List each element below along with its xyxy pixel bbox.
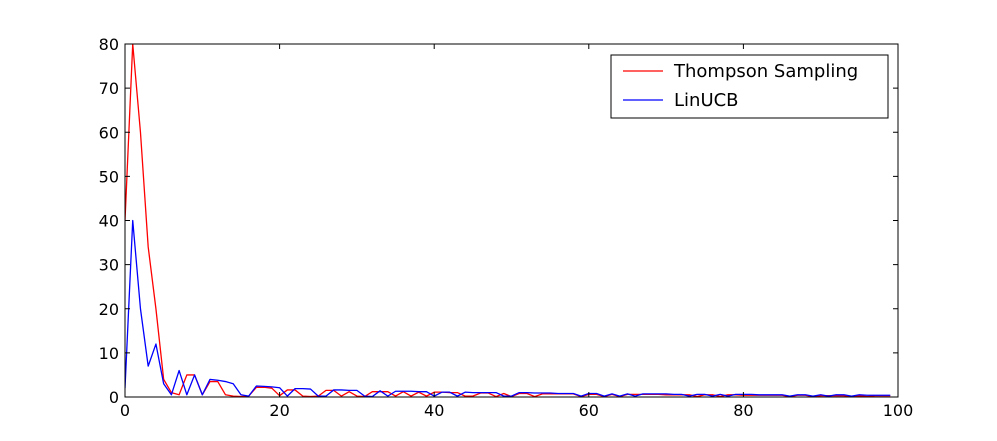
x-tick-label: 20 [269, 401, 289, 420]
y-tick-label: 10 [99, 344, 119, 363]
y-tick-label: 40 [99, 212, 119, 231]
y-tick-label: 80 [99, 35, 119, 54]
x-tick-label: 80 [733, 401, 753, 420]
y-tick-label: 0 [109, 388, 119, 407]
y-tick-label: 50 [99, 167, 119, 186]
x-tick-label: 40 [424, 401, 444, 420]
y-tick-label: 60 [99, 123, 119, 142]
y-tick-label: 70 [99, 79, 119, 98]
y-tick-label: 30 [99, 256, 119, 275]
x-tick-label: 60 [579, 401, 599, 420]
x-tick-label: 0 [120, 401, 130, 420]
y-tick-label: 20 [99, 300, 119, 319]
legend-label-0: Thompson Sampling [673, 61, 858, 82]
series-line-1 [125, 219, 891, 397]
legend-box [610, 54, 889, 119]
x-tick-label: 100 [883, 401, 914, 420]
legend-label-1: LinUCB [674, 90, 739, 111]
